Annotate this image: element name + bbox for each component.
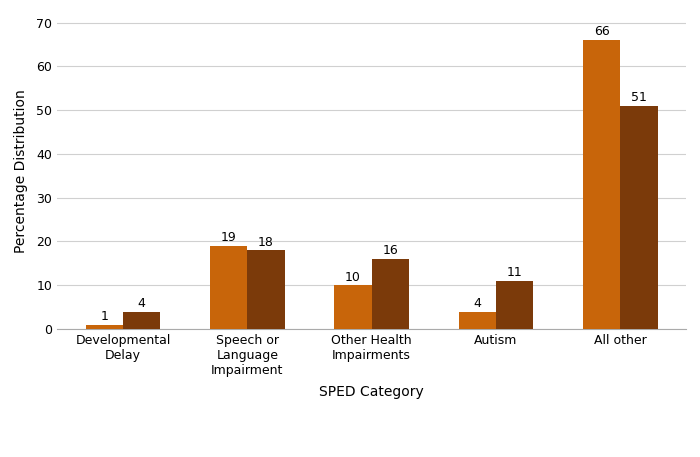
Bar [620,106,657,329]
X-axis label: SPED Category: SPED Category [319,385,424,399]
Bar [335,285,372,329]
Bar [458,312,496,329]
Legend: 2006, 2021: 2006, 2021 [295,456,449,457]
Text: 16: 16 [382,244,398,257]
Bar [583,40,620,329]
Text: 4: 4 [138,297,146,310]
Text: 1: 1 [100,310,108,323]
Text: 10: 10 [345,271,361,283]
Text: 4: 4 [473,297,481,310]
Bar [372,259,409,329]
Bar [85,324,123,329]
Bar [123,312,160,329]
Text: 51: 51 [631,91,647,104]
Text: 19: 19 [220,231,237,244]
Bar [247,250,285,329]
Text: 18: 18 [258,235,274,249]
Bar [496,281,533,329]
Text: 66: 66 [594,26,610,38]
Y-axis label: Percentage Distribution: Percentage Distribution [14,90,28,253]
Bar [210,246,247,329]
Text: 11: 11 [507,266,522,279]
